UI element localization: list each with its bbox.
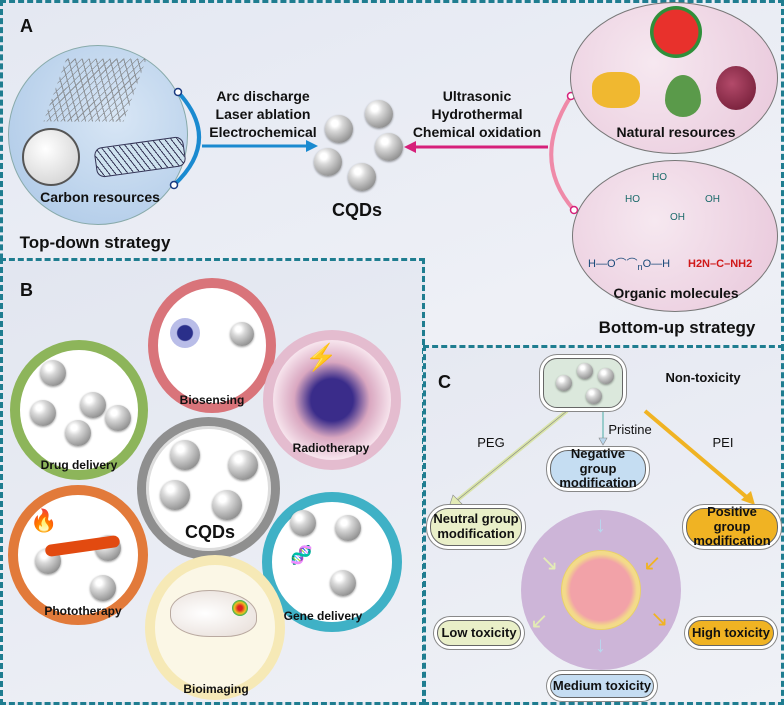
cqd-sphere [90,575,116,601]
radiotherapy-label: Radiotherapy [292,441,370,455]
top-down-strategy-label: Top-down strategy [19,233,171,252]
cqd-sphere [65,420,91,446]
method-chemical-oxidation: Chemical oxidation [412,124,542,140]
lightning-icon: ⚡ [305,342,338,372]
panel-b-label: B [20,280,33,300]
cqd-sphere [375,133,403,161]
peg-structure: H—O⌒⌒nO—H [588,258,671,273]
cqd-sphere [556,375,572,391]
cqds-label: CQDs [331,200,383,220]
biosensing-label: Biosensing [179,393,245,407]
leaf-icon [665,75,701,117]
bottom-up-strategy-label: Bottom-up strategy [598,318,756,337]
positive-group-box: Positive group modification [686,504,778,548]
cqd-sphere [30,400,56,426]
high-toxicity-box: High toxicity [688,620,774,646]
biosensing-petal [148,278,276,413]
flame-icon: 🔥 [30,508,58,533]
dna-icon: 🧬 [290,545,313,565]
cqd-sphere [212,490,242,520]
cqd-sphere [330,570,356,596]
cqd-sphere [314,148,342,176]
cqd-sphere [228,450,258,480]
method-hydrothermal: Hydrothermal [431,106,523,122]
cqd-sphere [230,322,254,346]
neutral-group-box: Neutral group modification [430,508,522,546]
arrow-to-medium: ↓ [595,632,606,657]
cqd-sphere [348,163,376,191]
cqd-sphere [586,388,602,404]
cqd-sphere [577,363,593,379]
gene-delivery-label: Gene delivery [283,609,363,623]
cqd-sphere [598,368,614,384]
fluorescence-spot-icon [232,600,248,616]
phototherapy-petal [8,485,148,625]
watermelon-icon [650,6,702,58]
medium-toxicity-box: Medium toxicity [550,674,654,698]
arrow-to-low: ↙ [530,608,549,633]
fullerene-icon [22,128,80,186]
pristine-label: Pristine [608,422,652,437]
low-toxicity-box: Low toxicity [437,620,521,646]
method-ultrasonic: Ultrasonic [442,88,512,104]
onion-icon [716,66,756,110]
cqds-center-label: CQDs [184,522,236,542]
organic-molecules-label: Organic molecules [613,285,739,301]
urea-structure: H2N–C–NH2 [688,258,753,270]
cqd-sphere [335,515,361,541]
cqd-sphere [40,360,66,386]
radiotherapy-petal [263,330,401,470]
arrow-into-cells-neutral: ↘ [540,550,559,575]
arrow-to-high: ↘ [650,606,669,631]
natural-resources-label: Natural resources [616,124,736,140]
cell-icon [170,318,200,348]
arrow-into-cells-negative: ↓ [595,512,606,537]
cqd-sphere [105,405,131,431]
drug-delivery-label: Drug delivery [40,458,118,472]
peg-label: PEG [477,435,505,450]
gene-delivery-petal [262,492,402,632]
phototherapy-label: Phototherapy [44,604,122,618]
cqd-sphere [80,392,106,418]
method-electrochemical: Electrochemical [209,124,317,140]
organic-molecules-circle [572,160,778,312]
cqd-sphere [290,510,316,536]
pei-label: PEI [712,435,734,450]
honey-icon [592,72,640,108]
carbon-resources-label: Carbon resources [40,189,160,205]
bottom-up-arc [549,94,576,212]
arrow-into-cells-positive: ↙ [643,550,662,575]
panel-a-frame [0,0,784,350]
method-arc-discharge: Arc discharge [216,88,310,104]
bioimaging-label: Bioimaging [183,682,249,696]
citric-acid-structure: HO HO OH OH [625,172,720,223]
panel-c-label: C [438,372,451,392]
panel-a-label: A [20,16,33,36]
cqd-sphere [170,440,200,470]
cqd-sphere [365,100,393,128]
non-toxicity-label: Non-toxicity [665,370,741,385]
cell-cluster-icon [561,550,641,630]
negative-group-box: Negative group modification [550,446,646,490]
cqd-sphere [325,115,353,143]
method-laser-ablation: Laser ablation [215,106,311,122]
cqd-sphere [160,480,190,510]
top-down-arc [172,90,201,187]
